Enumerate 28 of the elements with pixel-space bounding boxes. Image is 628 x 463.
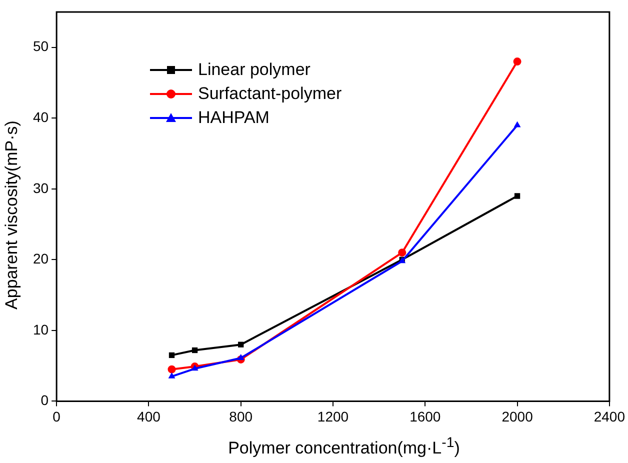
y-tick-label: 30	[32, 180, 49, 196]
y-tick-label: 50	[32, 38, 49, 54]
point	[168, 352, 175, 358]
x-tick-label: 800	[229, 408, 253, 424]
point	[238, 342, 244, 348]
point	[514, 193, 520, 199]
point	[168, 365, 176, 374]
legend-label: Surfactant-polymer	[198, 84, 342, 104]
point	[192, 347, 198, 354]
legend-label: HAHPAM	[198, 108, 270, 128]
y-tick-label: 10	[32, 321, 49, 338]
x-tick-label: 2400	[594, 408, 626, 424]
x-axis-title: Polymer concentration(mg·L$^{-1}$)	[227, 435, 461, 459]
x-tick-label: 1600	[410, 408, 441, 424]
point	[237, 354, 244, 360]
y-tick-label: 40	[32, 109, 49, 126]
y-tick-label: 20	[32, 250, 49, 267]
legend-label: Linear polymer	[198, 60, 310, 80]
x-tick-label: 2000	[502, 408, 534, 424]
point	[168, 372, 176, 378]
x-tick-label: 400	[137, 408, 161, 424]
x-tick-label: 0	[52, 408, 61, 424]
point	[513, 58, 522, 66]
y-axis-title: Apparent viscosity(mP·s)	[2, 120, 22, 309]
point	[398, 248, 406, 257]
x-tick-label: 1200	[317, 408, 349, 424]
point	[514, 121, 521, 128]
y-tick-label: 0	[40, 392, 49, 408]
